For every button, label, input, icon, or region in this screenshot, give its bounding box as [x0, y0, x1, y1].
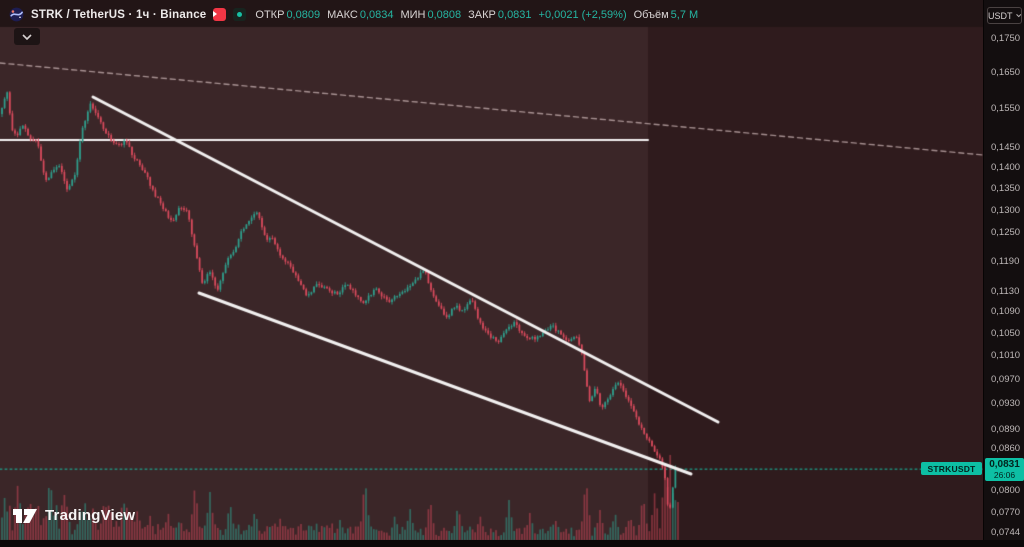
- axis-tick-label: 0,0930: [991, 398, 1021, 410]
- open-value: 0,0809: [286, 8, 321, 21]
- volume-label: Объём: [633, 8, 669, 21]
- bar-countdown: 26:06: [993, 470, 1016, 481]
- close-label: ЗАКР: [468, 8, 496, 21]
- axis-tick-label: 0,1350: [991, 182, 1021, 194]
- axis-tick-label: 0,1090: [991, 306, 1021, 318]
- currency-toggle-button[interactable]: USDT: [987, 7, 1022, 24]
- starknet-logo-icon: [9, 7, 24, 22]
- tradingview-logo-text: TradingView: [45, 506, 136, 524]
- symbol-legend: STRK / TetherUS · 1ч · Binance ОТКР 0,080…: [9, 7, 698, 22]
- low-value: 0,0808: [427, 8, 462, 21]
- axis-tick-label: 0,0970: [991, 373, 1021, 385]
- axis-tick-label: 0,1130: [991, 285, 1020, 297]
- legend-collapse-button[interactable]: [14, 28, 40, 45]
- low-label: МИН: [400, 8, 426, 21]
- axis-tick-label: 0,0770: [991, 507, 1021, 519]
- time-axis-strip[interactable]: [0, 540, 1024, 547]
- currency-label: USDT: [988, 10, 1013, 21]
- symbol-price-chip: STRKUSDT: [921, 462, 982, 476]
- red-flag-icon[interactable]: [213, 8, 227, 21]
- tradingview-logo-icon: [13, 509, 37, 523]
- axis-tick-label: 0,1010: [991, 350, 1021, 362]
- axis-tick-label: 0,1650: [991, 66, 1021, 78]
- current-price-value: 0,0831: [989, 459, 1020, 471]
- current-price-badge: 0,0831 26:06: [985, 458, 1024, 482]
- high-value: 0,0834: [359, 8, 394, 21]
- market-status-icon[interactable]: [233, 8, 247, 21]
- price-axis[interactable]: USDT 0,1750 0,1650 0,1550 0,1450 0,1400 0,135…: [983, 0, 1024, 547]
- chevron-down-icon: [1015, 14, 1021, 18]
- tradingview-attribution[interactable]: TradingView: [12, 505, 135, 525]
- axis-tick-label: 0,0860: [991, 443, 1021, 455]
- axis-tick-label: 0,0890: [991, 423, 1021, 435]
- axis-tick-label: 0,1050: [991, 328, 1021, 340]
- price-chart-canvas[interactable]: [0, 0, 983, 547]
- axis-tick-label: 0,1190: [991, 255, 1020, 267]
- axis-tick-label: 0,1450: [991, 141, 1021, 153]
- axis-tick-label: 0,1750: [991, 33, 1021, 44]
- axis-tick-label: 0,1300: [991, 204, 1021, 216]
- axis-tick-label: 0,1400: [991, 161, 1021, 173]
- close-value: 0,0831: [497, 8, 532, 21]
- axis-tick-label: 0,1550: [991, 103, 1021, 115]
- high-label: МАКС: [327, 8, 358, 21]
- axis-tick-label: 0,0744: [991, 527, 1021, 538]
- axis-tick-label: 0,1250: [991, 227, 1021, 239]
- status-dot-icon: [237, 12, 243, 17]
- open-label: ОТКР: [255, 8, 285, 21]
- ohlc-legend: ОТКР 0,0809 МАКС 0,0834 МИН 0,0808 ЗАКР 0,08…: [255, 9, 698, 21]
- change-value: +0,0021 (+2,59%): [538, 8, 627, 21]
- axis-tick-label: 0,0800: [991, 485, 1021, 497]
- symbol-title[interactable]: STRK / TetherUS · 1ч · Binance: [31, 8, 207, 21]
- volume-value: 5,7 M: [670, 8, 699, 21]
- chevron-down-icon: [22, 33, 32, 40]
